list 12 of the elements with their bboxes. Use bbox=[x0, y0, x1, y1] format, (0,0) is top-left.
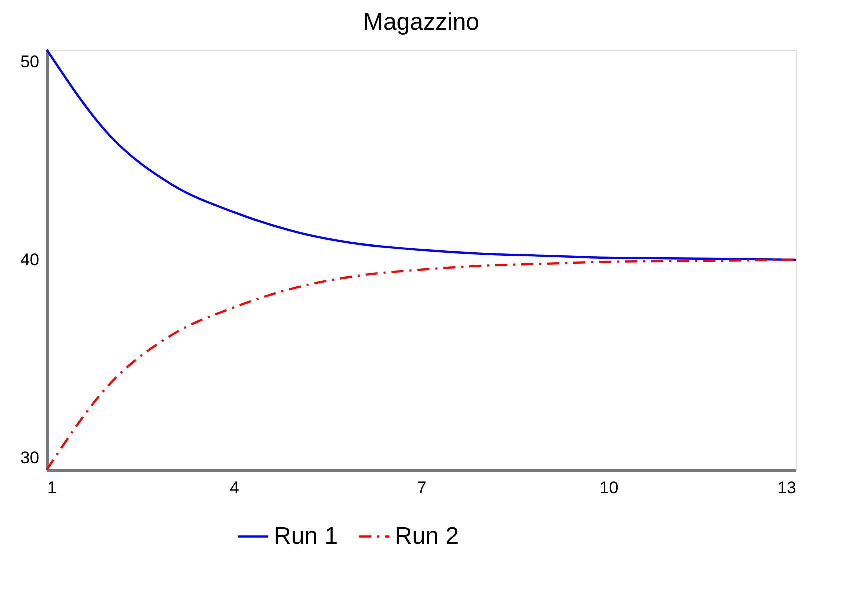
y-tick-label: 40 bbox=[20, 250, 40, 270]
x-tick-label: 7 bbox=[417, 478, 427, 498]
x-tick-label: 4 bbox=[230, 478, 240, 498]
legend-label: Run 2 bbox=[395, 522, 460, 550]
x-tick-label: 13 bbox=[778, 478, 796, 498]
y-tick-label: 30 bbox=[20, 448, 40, 468]
line-series bbox=[46, 48, 798, 262]
chart-title: Magazzino bbox=[363, 8, 480, 36]
x-tick-label: 10 bbox=[600, 478, 619, 498]
y-tick-label: 50 bbox=[20, 52, 40, 72]
x-tick-label: 1 bbox=[48, 478, 57, 498]
legend-label: Run 1 bbox=[274, 522, 338, 550]
